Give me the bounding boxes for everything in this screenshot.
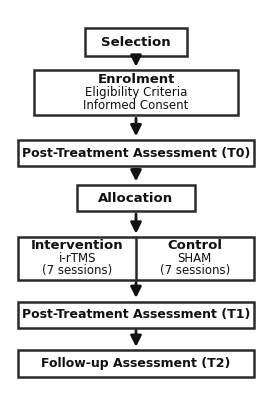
Bar <box>18 237 254 280</box>
Text: (7 sessions): (7 sessions) <box>42 264 112 277</box>
Text: Post-Treatment Assessment (T0): Post-Treatment Assessment (T0) <box>22 146 250 160</box>
Text: Enrolment: Enrolment <box>97 73 175 86</box>
Bar <box>18 350 254 377</box>
Text: i-rTMS: i-rTMS <box>58 252 96 265</box>
Bar <box>18 140 254 166</box>
Text: Follow-up Assessment (T2): Follow-up Assessment (T2) <box>41 357 231 370</box>
Text: Eligibility Criteria: Eligibility Criteria <box>85 86 187 99</box>
Text: Post-Treatment Assessment (T1): Post-Treatment Assessment (T1) <box>22 308 250 321</box>
Text: Allocation: Allocation <box>98 192 174 205</box>
Text: Control: Control <box>167 240 222 252</box>
Bar <box>77 185 195 211</box>
Bar <box>18 302 254 328</box>
Text: SHAM: SHAM <box>178 252 212 265</box>
Text: Informed Consent: Informed Consent <box>83 98 189 112</box>
Bar <box>85 28 187 56</box>
Text: (7 sessions): (7 sessions) <box>160 264 230 277</box>
Text: Selection: Selection <box>101 36 171 48</box>
Bar <box>34 70 238 115</box>
Text: Intervention: Intervention <box>31 240 123 252</box>
